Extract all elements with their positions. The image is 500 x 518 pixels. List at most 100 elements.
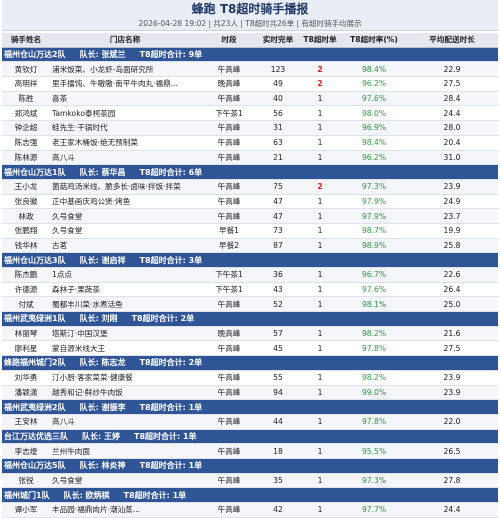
- cell: 1: [298, 414, 342, 430]
- cell: 95.5%: [342, 443, 406, 459]
- cell: 97.8%: [342, 414, 406, 430]
- cell: 谭小军: [2, 502, 50, 518]
- cell: 87: [258, 238, 298, 254]
- group-total: T8超时合计: 2单: [139, 358, 203, 368]
- cell: 27.5: [406, 340, 498, 357]
- cell: 林丽琴: [2, 326, 50, 342]
- rider-row: 廖利星 蒙自源米线大王 午高峰 45 1 97.8% 27.5: [2, 340, 498, 357]
- column-header: 时段: [200, 33, 258, 48]
- group-total: T8超时合计: 1单: [123, 490, 187, 500]
- cell: 久号食堂: [50, 208, 200, 224]
- subtitle: 2026-04-28 19:02 | 共23人 | T8超时共26单 | 有超时…: [2, 18, 498, 31]
- rider-row: 谭小军 丰品园·福鼎肉片·潮汕蒸... 午高峰 42 1 97.7% 24.4: [2, 502, 498, 518]
- rider-row: 许德源 森林子·果蔬茶 下午茶1 43 1 97.6% 26.4: [2, 282, 498, 298]
- cell: 汀小厨·客家菜菜·健康餐: [50, 370, 200, 386]
- cell: 林政: [2, 208, 50, 224]
- group-total: T8超时合计: 2单: [131, 314, 195, 324]
- cell: 49: [258, 76, 298, 92]
- cell: 42: [258, 502, 298, 518]
- cell: 97.9%: [342, 194, 406, 210]
- cell: 刘华勇: [2, 370, 50, 386]
- group-team: 福州武夷绿洲2队: [4, 402, 66, 412]
- group-cell: 福州仓山万达1队 队长: 蔡华昌 T8超时合计: 6单: [2, 164, 498, 180]
- cell: 97.3%: [342, 179, 406, 195]
- cell: 王安林: [2, 414, 50, 430]
- cell: 22.0: [406, 414, 498, 430]
- group-cell: 福州武夷绿洲2队 队长: 谢振李 T8超时合计: 1单: [2, 399, 498, 415]
- cell: 1点点: [50, 267, 200, 283]
- cell: 王小龙: [2, 179, 50, 195]
- cell: 1: [298, 120, 342, 136]
- cell: 1: [298, 296, 342, 313]
- cell: 98.4%: [342, 135, 406, 151]
- group-total: T8超时合计: 1单: [133, 431, 197, 441]
- cell: 98.2%: [342, 370, 406, 386]
- rider-row: 付斌 蜀都丰川菜·水煮活鱼 午高峰 52 1 98.1% 25.0: [2, 296, 498, 313]
- cell: 23.7: [406, 208, 498, 224]
- group-captain: 队长: 蔡华昌: [79, 167, 126, 177]
- cell: 塔斯汀·中国汉堡: [50, 326, 200, 342]
- cell: 午高峰: [200, 370, 258, 386]
- group-captain: 队长: 王婷: [82, 431, 120, 441]
- cell: 早餐1: [200, 223, 258, 239]
- group-cell: 福州武夷绿洲1队 队长: 刘刚 T8超时合计: 2单: [2, 311, 498, 327]
- title: 蜂跑 T8超时骑手播报: [2, 0, 498, 18]
- cell: 1: [298, 105, 342, 122]
- group-team: 福州武夷绿洲1队: [4, 314, 66, 324]
- group-team: 福州仓山万达1队: [4, 167, 66, 177]
- cell: 1: [298, 91, 342, 107]
- group-team: 福州仓山万达2队: [4, 50, 66, 60]
- cell: 57: [258, 326, 298, 342]
- group-cell: 福州城门1队 队长: 欧炳棋 T8超时合计: 1单: [2, 487, 498, 503]
- rider-row: 钟企超 蛙先生·干锅时代 午高峰 31 1 96.9% 28.0: [2, 120, 498, 136]
- cell: 陈胜: [2, 91, 50, 107]
- cell: 越秀和记·鲜炒牛肉饭: [50, 385, 200, 401]
- cell: 24.4: [406, 105, 498, 122]
- group-total: T8超时合计: 1单: [139, 402, 203, 412]
- cell: 1: [298, 135, 342, 151]
- cell: 28.0: [406, 120, 498, 136]
- cell: 久号食堂: [50, 223, 200, 239]
- cell: 45: [258, 340, 298, 357]
- group-row: 福州仓山万达3队 队长: 谢启祥 T8超时合计: 3单: [2, 252, 498, 268]
- cell: 24.9: [406, 194, 498, 210]
- cell: 22.9: [406, 61, 498, 78]
- cell: 潘颖潇: [2, 385, 50, 401]
- cell: 96.7%: [342, 267, 406, 283]
- rider-row: 张锐 久号食堂 午高峰 35 1 97.3% 27.8: [2, 473, 498, 489]
- cell: 午高峰: [200, 414, 258, 430]
- cell: 午高峰: [200, 385, 258, 401]
- cell: 98.1%: [342, 296, 406, 313]
- group-captain: 队长: 陈志龙: [79, 358, 126, 368]
- group-team: 福州仓山万达5队: [4, 461, 66, 471]
- cell: 1: [298, 385, 342, 401]
- cell: 1: [298, 340, 342, 357]
- cell: 98.9%: [342, 238, 406, 254]
- cell: 2: [298, 76, 342, 92]
- group-cell: 福州仓山万达2队 队长: 张斌兰 T8超时合计: 9单: [2, 47, 498, 63]
- cell: 28.4: [406, 91, 498, 107]
- column-header: T8超时单: [298, 33, 342, 48]
- group-total: T8超时合计: 9单: [139, 50, 203, 60]
- cell: 1: [298, 150, 342, 166]
- group-row: 福州武夷绿洲1队 队长: 刘刚 T8超时合计: 2单: [2, 311, 498, 327]
- cell: 1: [298, 502, 342, 518]
- cell: 97.7%: [342, 502, 406, 518]
- group-row: 福州仓山万达1队 队长: 蔡华昌 T8超时合计: 6单: [2, 164, 498, 180]
- cell: 31.0: [406, 150, 498, 166]
- cell: 森林子·果蔬茶: [50, 282, 200, 298]
- table-body: 福州仓山万达2队 队长: 张斌兰 T8超时合计: 9单 黄钦灯 浦米饭菜、小龙虾-岛面研…: [2, 47, 498, 518]
- cell: 下午茶1: [200, 267, 258, 283]
- cell: 蒙自源米线大王: [50, 340, 200, 357]
- column-header: 门店名称: [50, 33, 200, 48]
- cell: 午高峰: [200, 208, 258, 224]
- rider-row: 潘颖潇 越秀和记·鲜炒牛肉饭 午高峰 94 1 99.0% 23.9: [2, 385, 498, 401]
- cell: 63: [258, 135, 298, 151]
- group-row: 福州武夷绿洲2队 队长: 谢振李 T8超时合计: 1单: [2, 399, 498, 415]
- cell: 98.0%: [342, 105, 406, 122]
- cell: 55: [258, 370, 298, 386]
- cell: 午高峰: [200, 179, 258, 195]
- cell: 99.0%: [342, 385, 406, 401]
- group-total: T8超时合计: 3单: [139, 255, 203, 265]
- group-row: 福州城门1队 队长: 欧炳棋 T8超时合计: 1单: [2, 487, 498, 503]
